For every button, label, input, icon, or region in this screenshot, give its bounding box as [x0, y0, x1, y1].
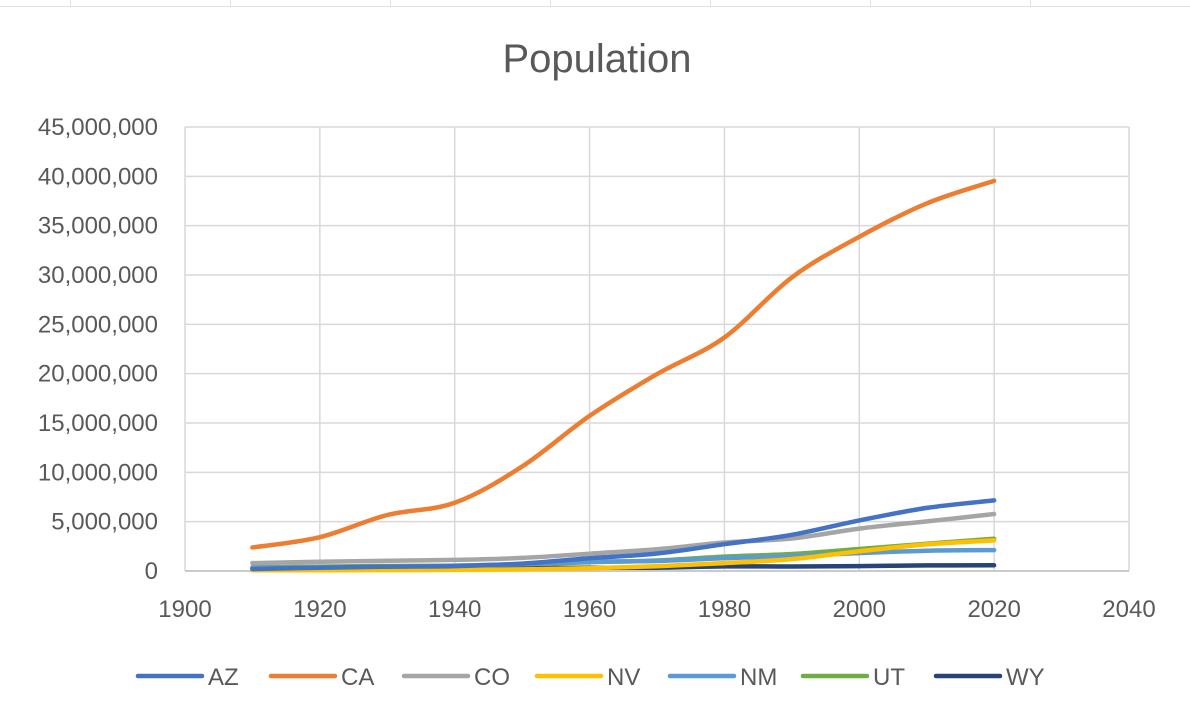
- legend-label-nm: NM: [740, 664, 777, 691]
- axes: 0 5,000,000 10,000,000 15,000,000 20,000,000…: [38, 114, 1156, 623]
- y-tick-label: 15,000,000: [38, 410, 158, 437]
- legend-label-co: CO: [474, 664, 510, 691]
- x-tick-label: 1960: [563, 596, 616, 623]
- x-tick-label: 1940: [428, 596, 481, 623]
- x-tick-label: 2040: [1102, 596, 1155, 623]
- legend-label-az: AZ: [208, 664, 239, 691]
- spreadsheet-row-strip: [0, 0, 1190, 7]
- x-tick-label: 1920: [293, 596, 346, 623]
- y-tick-label: 40,000,000: [38, 163, 158, 190]
- legend-label-ut: UT: [873, 664, 905, 691]
- legend-label-nv: NV: [607, 664, 640, 691]
- y-tick-label: 30,000,000: [38, 262, 158, 289]
- series-line-co: [250, 511, 997, 566]
- series-line-az: [250, 498, 997, 572]
- y-tick-label: 20,000,000: [38, 361, 158, 388]
- x-tick-label: 2020: [967, 596, 1020, 623]
- y-tick-label: 45,000,000: [38, 114, 158, 141]
- x-tick-label: 1980: [698, 596, 751, 623]
- series-line-nv: [250, 538, 997, 573]
- legend: AZ CA CO NV NM UT WY: [135, 664, 1045, 691]
- series-line-ca: [250, 178, 997, 550]
- y-tick-label: 35,000,000: [38, 213, 158, 240]
- x-tick-label: 1900: [158, 596, 211, 623]
- legend-label-ca: CA: [341, 664, 374, 691]
- series-lines: [250, 178, 997, 573]
- y-tick-label: 0: [145, 558, 158, 585]
- chart-title: Population: [502, 37, 691, 81]
- legend-label-wy: WY: [1006, 664, 1045, 691]
- y-tick-label: 25,000,000: [38, 311, 158, 338]
- gridlines: [184, 126, 1130, 572]
- y-tick-label: 5,000,000: [51, 509, 158, 536]
- x-tick-label: 2000: [833, 596, 886, 623]
- y-tick-label: 10,000,000: [38, 459, 158, 486]
